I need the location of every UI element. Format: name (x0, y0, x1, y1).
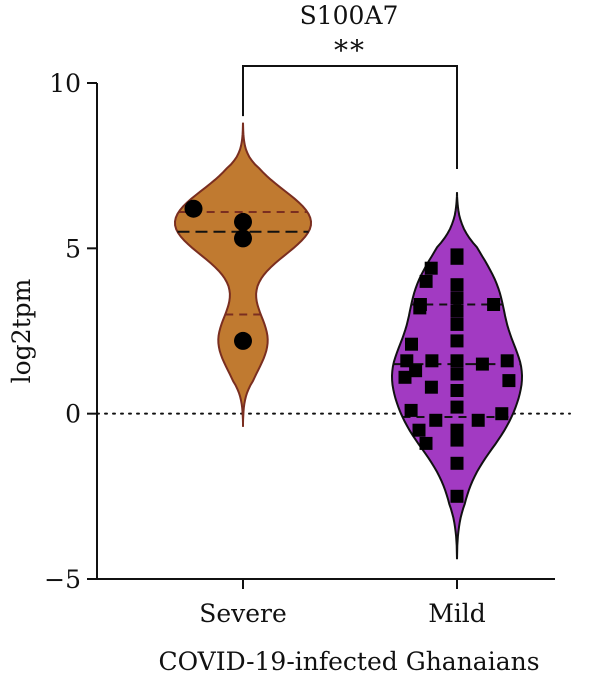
y-axis-ticks: −5 0 5 10 (44, 69, 97, 594)
data-point-severe (234, 229, 252, 248)
data-point-mild (450, 456, 464, 470)
data-point-mild (450, 433, 464, 447)
data-point-severe (234, 331, 252, 350)
data-point-mild (471, 413, 485, 427)
data-point-mild (487, 298, 501, 311)
y-tick-label: 5 (65, 234, 81, 263)
data-point-severe (234, 212, 252, 231)
data-point-mild (450, 384, 464, 397)
data-point-mild (450, 334, 464, 348)
violins (173, 122, 524, 560)
x-axis-title: COVID-19-infected Ghanaians (158, 647, 539, 673)
data-point-mild (412, 423, 426, 437)
data-point-mild (450, 251, 464, 265)
data-point-mild (450, 278, 464, 292)
data-point-mild (409, 364, 423, 378)
significance-label: ** (334, 34, 366, 67)
y-tick-label: 0 (65, 400, 81, 429)
data-point-mild (424, 261, 438, 275)
data-point-mild (429, 413, 443, 427)
data-point-mild (450, 304, 464, 318)
data-point-mild (495, 407, 509, 421)
data-point-mild (419, 436, 433, 450)
data-point-mild (424, 380, 438, 394)
category-label-severe: Severe (199, 599, 287, 628)
category-label-mild: Mild (428, 599, 486, 628)
data-point-severe (184, 199, 203, 218)
data-point-mild (450, 367, 464, 381)
violin-severe (173, 122, 313, 427)
data-point-mild (475, 357, 489, 371)
data-point-mild (419, 274, 433, 288)
data-point-mild (500, 354, 514, 368)
x-axis-categories: Severe Mild (199, 579, 486, 628)
significance-bracket (242, 65, 458, 169)
y-tick-label: 10 (49, 69, 81, 98)
data-point-mild (450, 317, 464, 331)
data-point-mild (404, 403, 418, 417)
data-point-mild (400, 354, 414, 368)
data-point-mild (450, 291, 464, 305)
data-point-mild (425, 354, 439, 368)
data-point-mild (398, 370, 412, 384)
y-tick-label: −5 (44, 565, 81, 594)
data-point-mild (413, 301, 427, 315)
data-point-mild (405, 337, 418, 351)
data-point-mild (450, 354, 464, 368)
data-point-mild (450, 400, 464, 414)
data-point-mild (502, 374, 516, 388)
significance-bracket-line (242, 65, 458, 169)
y-axis-title: log2tpm (7, 278, 36, 383)
data-point-mild (450, 489, 464, 503)
data-points (184, 199, 516, 503)
chart-title: S100A7 (300, 1, 399, 30)
data-point-mild (450, 423, 464, 437)
